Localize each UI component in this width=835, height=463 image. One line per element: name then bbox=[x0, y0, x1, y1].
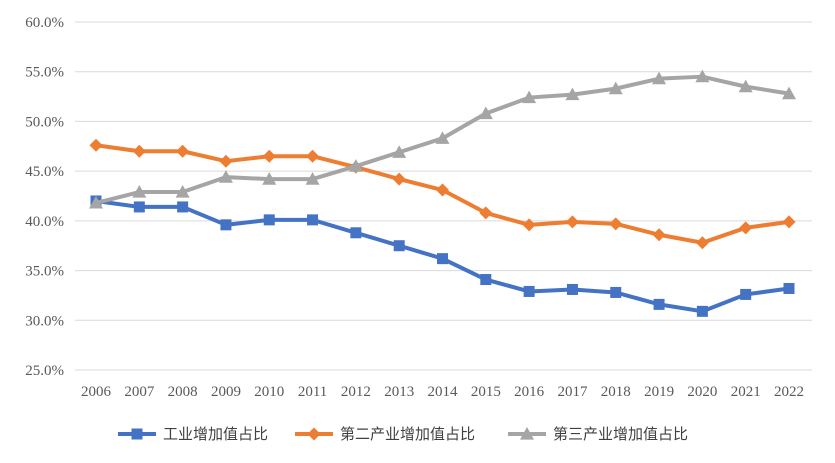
legend-marker bbox=[520, 427, 534, 440]
data-point bbox=[522, 90, 537, 104]
x-tick-label: 2019 bbox=[644, 384, 674, 400]
x-tick-label: 2011 bbox=[298, 384, 327, 400]
gridlines bbox=[75, 21, 812, 371]
y-tick-label: 35.0% bbox=[25, 264, 64, 280]
data-point bbox=[609, 217, 623, 231]
legend-marker bbox=[131, 428, 143, 440]
data-point bbox=[220, 219, 232, 231]
x-tick-label: 2007 bbox=[124, 384, 155, 400]
data-point bbox=[175, 185, 190, 198]
x-tick-label: 2009 bbox=[211, 384, 241, 400]
data-point bbox=[480, 274, 492, 286]
legend-item: 第三产业增加值占比 bbox=[508, 425, 688, 443]
data-point bbox=[393, 240, 405, 252]
data-point bbox=[695, 69, 710, 83]
x-tick-label: 2022 bbox=[774, 384, 804, 400]
x-tick-label: 2010 bbox=[254, 384, 284, 400]
x-tick-label: 2017 bbox=[557, 384, 588, 400]
y-tick-label: 45.0% bbox=[25, 164, 64, 180]
data-point bbox=[218, 170, 233, 183]
data-point bbox=[392, 145, 407, 158]
data-point bbox=[348, 159, 363, 172]
data-point bbox=[350, 227, 362, 239]
x-tick-label: 2012 bbox=[341, 384, 371, 400]
data-point bbox=[696, 305, 708, 317]
data-point bbox=[435, 131, 450, 144]
legend-label: 第二产业增加值占比 bbox=[340, 425, 475, 443]
data-point bbox=[262, 172, 277, 185]
legend-item: 工业增加值占比 bbox=[118, 425, 268, 443]
data-point bbox=[652, 228, 666, 242]
data-point bbox=[783, 282, 795, 294]
data-point bbox=[263, 214, 275, 226]
x-tick-label: 2006 bbox=[81, 384, 112, 400]
data-point bbox=[610, 286, 622, 298]
data-point bbox=[782, 215, 796, 229]
data-point bbox=[479, 206, 493, 220]
data-point bbox=[739, 221, 753, 235]
data-point bbox=[782, 86, 796, 100]
data-point bbox=[652, 71, 667, 85]
legend-label: 第三产业增加值占比 bbox=[553, 425, 688, 443]
data-point bbox=[478, 106, 493, 120]
data-point bbox=[695, 236, 709, 250]
data-point bbox=[132, 144, 146, 158]
x-tick-label: 2016 bbox=[514, 384, 545, 400]
data-point bbox=[262, 149, 276, 163]
x-tick-label: 2008 bbox=[168, 384, 198, 400]
data-point bbox=[566, 283, 578, 295]
data-point bbox=[565, 215, 579, 229]
data-point bbox=[738, 79, 753, 93]
data-point bbox=[176, 144, 190, 158]
data-point bbox=[392, 172, 406, 186]
y-tick-label: 40.0% bbox=[25, 214, 64, 230]
y-axis-tick-labels: 25.0% 30.0% 35.0% 40.0% 45.0% 50.0% 55.0% 60.0% bbox=[25, 15, 64, 379]
x-tick-label: 2013 bbox=[384, 384, 414, 400]
data-point bbox=[522, 218, 536, 232]
x-tick-label: 2014 bbox=[428, 384, 459, 400]
x-tick-label: 2015 bbox=[471, 384, 501, 400]
series-1 bbox=[89, 138, 796, 250]
x-tick-label: 2020 bbox=[687, 384, 717, 400]
data-point bbox=[523, 285, 535, 297]
x-tick-label: 2018 bbox=[601, 384, 631, 400]
data-point bbox=[740, 288, 752, 300]
series-0 bbox=[90, 195, 795, 317]
data-point bbox=[306, 149, 320, 163]
data-point bbox=[437, 253, 448, 265]
x-axis-tick-labels: 2006 2007 2008 2009 2010 2011 2012 2013 2014 2015… bbox=[81, 384, 804, 400]
data-point bbox=[608, 81, 623, 95]
data-point bbox=[565, 87, 580, 101]
data-point bbox=[305, 172, 320, 185]
y-tick-label: 60.0% bbox=[25, 15, 64, 31]
data-point bbox=[653, 298, 665, 310]
data-point bbox=[177, 201, 189, 213]
legend-label: 工业增加值占比 bbox=[163, 425, 268, 443]
data-point bbox=[89, 195, 103, 209]
data-point bbox=[307, 214, 319, 226]
x-tick-label: 2021 bbox=[731, 384, 761, 400]
legend-marker bbox=[307, 427, 321, 441]
y-tick-label: 50.0% bbox=[25, 114, 64, 130]
data-point bbox=[133, 201, 145, 213]
data-point bbox=[219, 154, 233, 168]
data-point bbox=[132, 185, 147, 198]
y-tick-label: 55.0% bbox=[25, 65, 64, 81]
y-tick-label: 30.0% bbox=[25, 313, 64, 329]
legend: 工业增加值占比 第二产业增加值占比 第三产业增加值占比 bbox=[118, 425, 688, 443]
data-point bbox=[436, 183, 449, 197]
legend-item: 第二产业增加值占比 bbox=[295, 425, 475, 443]
series-2 bbox=[89, 69, 796, 209]
data-point bbox=[89, 138, 103, 152]
series-lines bbox=[89, 69, 796, 317]
y-tick-label: 25.0% bbox=[25, 363, 64, 379]
